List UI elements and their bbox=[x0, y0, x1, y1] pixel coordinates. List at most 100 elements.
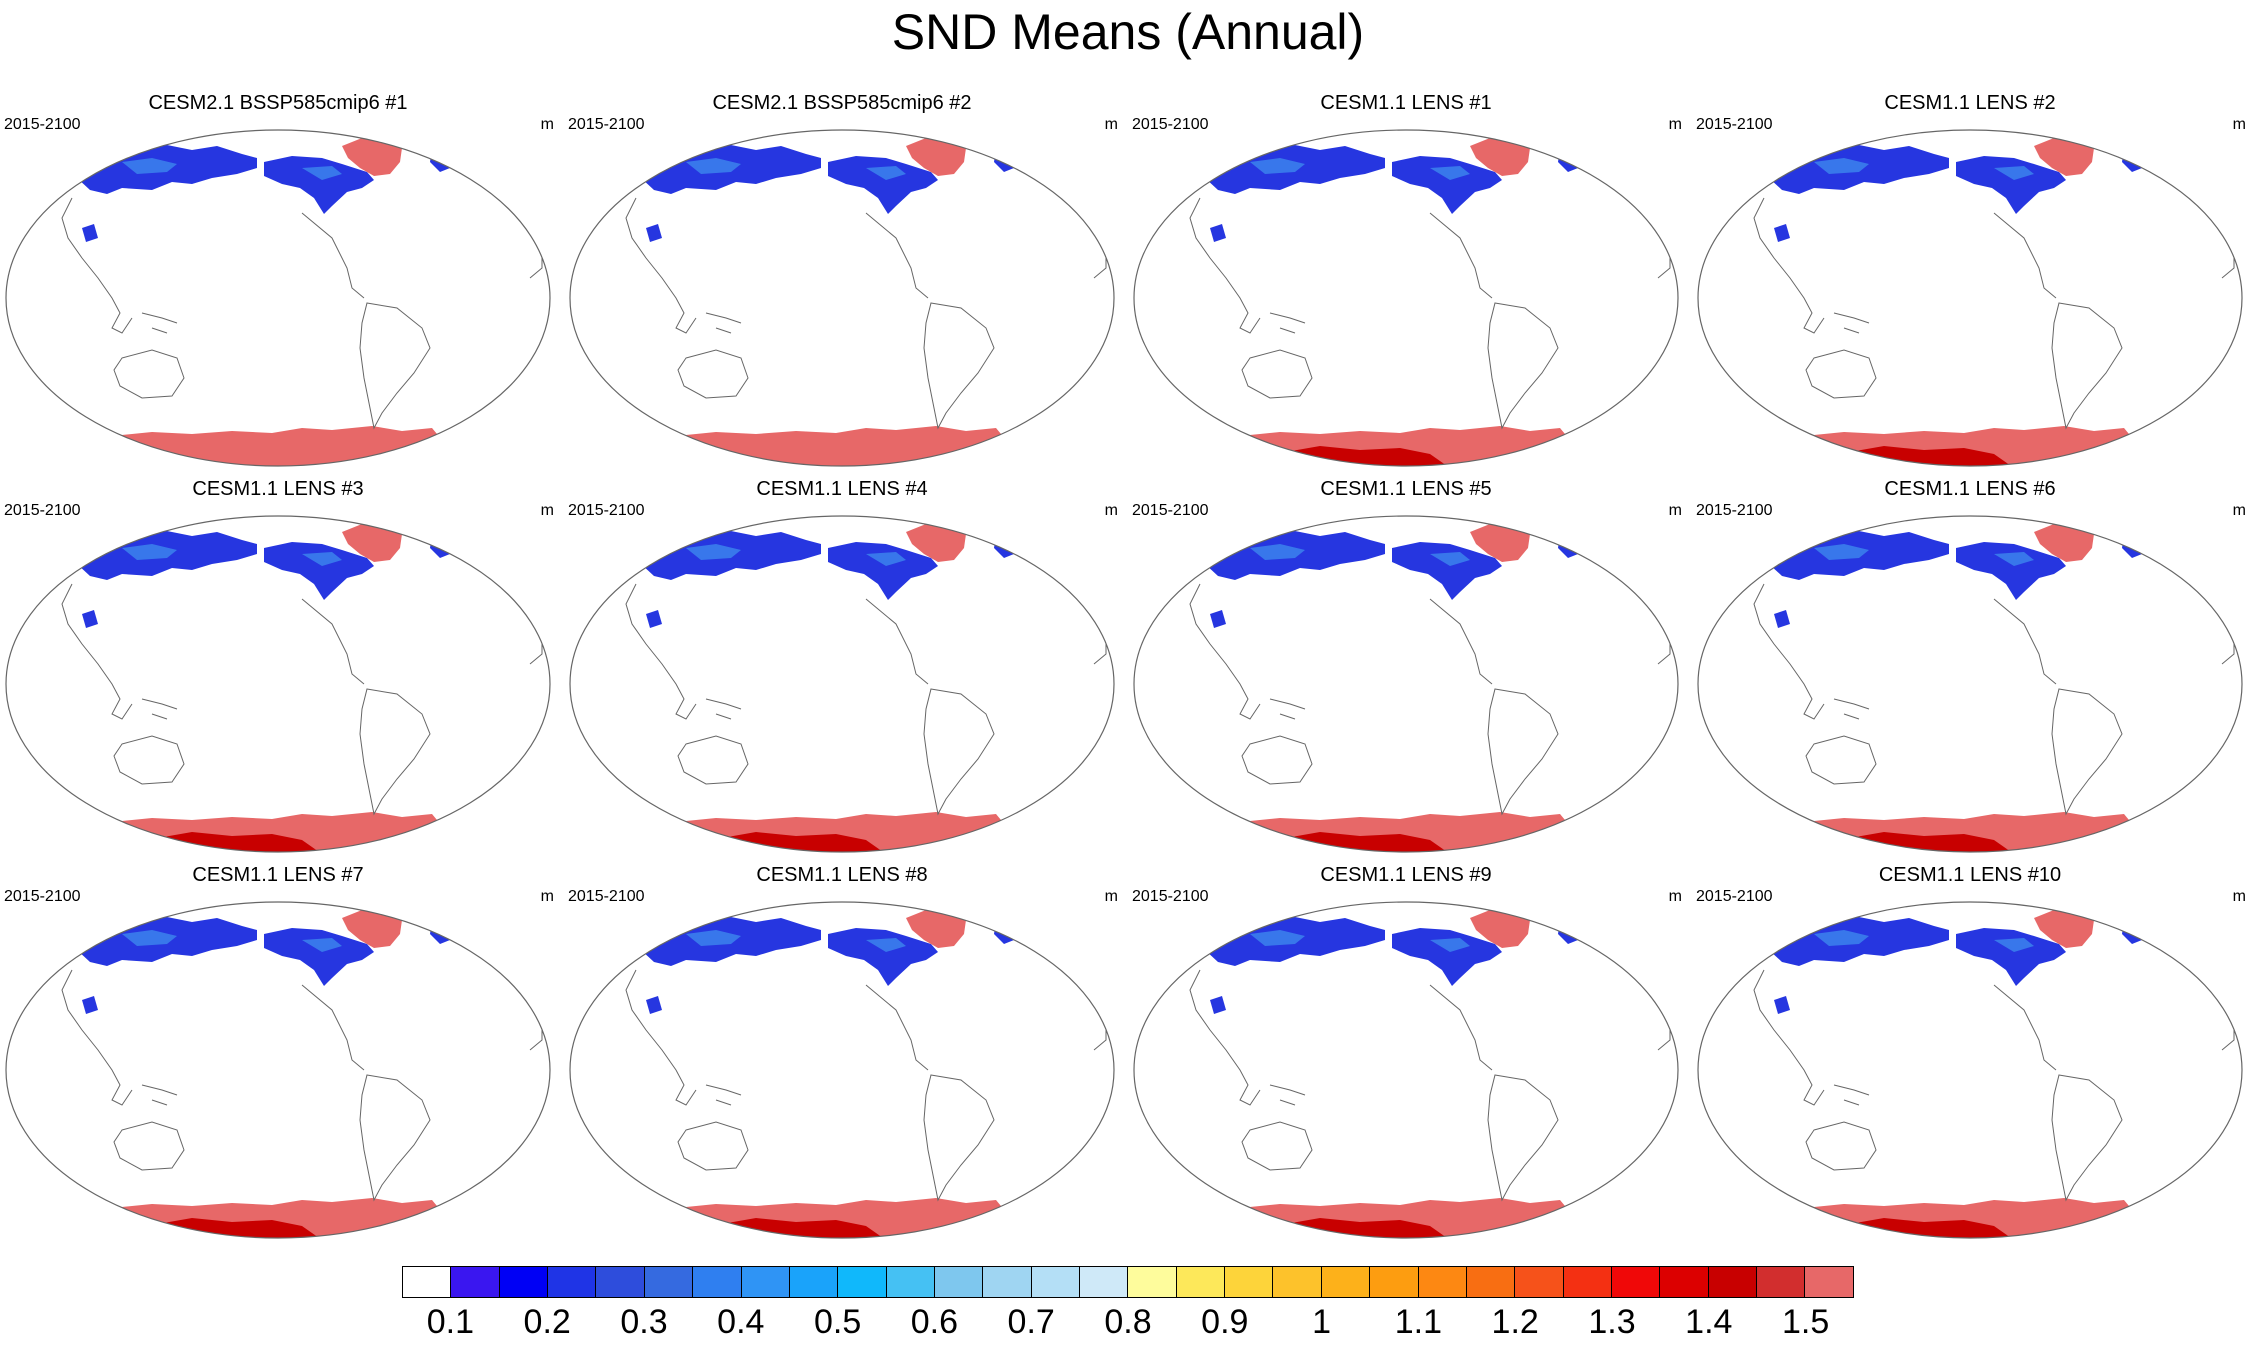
maritime-coast bbox=[1269, 698, 1306, 720]
colorbar-swatch bbox=[1466, 1267, 1516, 1297]
panel-period-label: 2015-2100 bbox=[1132, 502, 1209, 519]
map-panel: CESM1.1 LENS #7 2015-2100 m bbox=[2, 860, 554, 1245]
colorbar-tick-label: 1.4 bbox=[1685, 1303, 1733, 1341]
panel-units-label: m bbox=[1668, 116, 1682, 133]
south-america-coast bbox=[923, 1074, 995, 1202]
north-america-snow-region bbox=[828, 156, 938, 214]
antarctica-deep-core bbox=[1834, 832, 2014, 852]
asia-snow-patch bbox=[1774, 996, 1790, 1014]
south-america-coast bbox=[359, 688, 431, 816]
north-america-snow-light bbox=[1430, 938, 1470, 952]
antarctica-deep-core bbox=[1270, 1218, 1450, 1238]
australia-coast bbox=[1241, 1121, 1313, 1171]
panel-period-label: 2015-2100 bbox=[1132, 888, 1209, 905]
africa-coast bbox=[506, 187, 543, 279]
maritime-coast bbox=[1269, 1084, 1306, 1106]
world-map bbox=[569, 515, 1115, 853]
world-map bbox=[1697, 901, 2243, 1239]
panel-period-label: 2015-2100 bbox=[568, 116, 645, 133]
colorbar-swatch bbox=[1128, 1267, 1177, 1297]
colorbar-swatch bbox=[1563, 1267, 1612, 1297]
map-boundary bbox=[1133, 515, 1679, 853]
australia-coast bbox=[113, 1121, 185, 1171]
panel-title: CESM1.1 LENS #4 bbox=[756, 478, 928, 500]
africa-coast bbox=[506, 959, 543, 1051]
figure-title: SND Means (Annual) bbox=[891, 4, 1365, 60]
asia-coast bbox=[1753, 583, 1825, 720]
africa-coast bbox=[1070, 959, 1107, 1051]
australia-coast bbox=[1241, 349, 1313, 399]
colorbar-swatch bbox=[1660, 1267, 1709, 1297]
maritime-coast bbox=[1833, 312, 1870, 334]
map-boundary bbox=[1133, 901, 1679, 1239]
eurasia-snow-light bbox=[122, 544, 177, 560]
asia-coast bbox=[1189, 583, 1261, 720]
colorbar-swatch bbox=[644, 1267, 694, 1297]
asia-coast bbox=[1753, 969, 1825, 1106]
eurasia-snow-light bbox=[686, 544, 741, 560]
colorbar-tick-label: 0.1 bbox=[426, 1303, 475, 1341]
panel-title: CESM1.1 LENS #7 bbox=[192, 864, 364, 886]
colorbar-tick-label: 0.9 bbox=[1201, 1303, 1249, 1341]
panel-title: CESM1.1 LENS #6 bbox=[1884, 478, 2056, 500]
africa-coast bbox=[2198, 959, 2235, 1051]
map-panel: CESM1.1 LENS #9 2015-2100 m bbox=[1130, 860, 1682, 1245]
panel-units-label: m bbox=[2232, 888, 2246, 905]
map-panel: CESM2.1 BSSP585cmip6 #1 2015-2100 m bbox=[2, 88, 554, 473]
world-map bbox=[5, 901, 551, 1239]
world-map bbox=[1697, 129, 2243, 467]
colorbar-tick-label: 0.2 bbox=[523, 1303, 571, 1341]
asia-coast bbox=[1753, 197, 1825, 334]
australia-coast bbox=[113, 735, 185, 785]
north-america-snow-region bbox=[1392, 542, 1502, 600]
antarctica-deep-core bbox=[1270, 832, 1450, 852]
colorbar-swatch bbox=[548, 1267, 597, 1297]
panel-units-label: m bbox=[540, 888, 554, 905]
maritime-coast bbox=[705, 698, 742, 720]
eurasia-snow-light bbox=[1250, 158, 1305, 174]
asia-coast bbox=[61, 969, 133, 1106]
asia-snow-patch bbox=[1210, 224, 1226, 242]
australia-coast bbox=[1805, 349, 1877, 399]
panel-title: CESM1.1 LENS #5 bbox=[1320, 478, 1492, 500]
north-america-coast bbox=[1429, 984, 1493, 1071]
panel-title: CESM1.1 LENS #8 bbox=[756, 864, 928, 886]
north-america-snow-light bbox=[302, 166, 342, 180]
antarctica-deep-core bbox=[142, 1218, 322, 1238]
australia-coast bbox=[677, 735, 749, 785]
map-panel: CESM2.1 BSSP585cmip6 #2 2015-2100 m bbox=[566, 88, 1118, 473]
africa-coast bbox=[1070, 573, 1107, 665]
south-america-coast bbox=[359, 302, 431, 430]
map-panel: CESM1.1 LENS #3 2015-2100 m bbox=[2, 474, 554, 859]
panel-units-label: m bbox=[2232, 116, 2246, 133]
colorbar-swatch bbox=[1031, 1267, 1081, 1297]
world-map bbox=[569, 129, 1115, 467]
antarctica-deep-core bbox=[1834, 446, 2014, 466]
africa-coast bbox=[2198, 187, 2235, 279]
panel-units-label: m bbox=[1668, 888, 1682, 905]
colorbar-tick-label: 0.5 bbox=[813, 1303, 862, 1341]
greenland-snow-region bbox=[2034, 138, 2094, 176]
colorbar-swatch bbox=[1515, 1267, 1564, 1297]
world-map bbox=[1133, 129, 1679, 467]
colorbar-swatch bbox=[1080, 1267, 1129, 1297]
colorbar-swatch bbox=[1611, 1267, 1661, 1297]
world-map bbox=[1133, 901, 1679, 1239]
colorbar-swatch bbox=[741, 1267, 790, 1297]
map-panel: CESM1.1 LENS #1 2015-2100 m bbox=[1130, 88, 1682, 473]
africa-coast bbox=[1634, 187, 1671, 279]
greenland-snow-region bbox=[342, 910, 402, 948]
greenland-snow-region bbox=[342, 524, 402, 562]
panel-units-label: m bbox=[540, 116, 554, 133]
colorbar-tick-label: 1.5 bbox=[1781, 1303, 1830, 1341]
south-america-coast bbox=[1487, 688, 1559, 816]
north-america-coast bbox=[301, 598, 365, 685]
north-america-coast bbox=[301, 984, 365, 1071]
panel-units-label: m bbox=[540, 502, 554, 519]
colorbar-labels: 0.1 0.2 0.3 0.4 0.5 0.6 0.7 0.8 0.9 1 1.1 1.2 1.3 1.4… bbox=[402, 1300, 1854, 1344]
north-america-snow-region bbox=[1956, 542, 2066, 600]
antarctica-deep-core bbox=[706, 1218, 886, 1238]
colorbar-swatch bbox=[1176, 1267, 1226, 1297]
greenland-snow-region bbox=[906, 910, 966, 948]
antarctica-deep-core bbox=[1270, 446, 1450, 466]
